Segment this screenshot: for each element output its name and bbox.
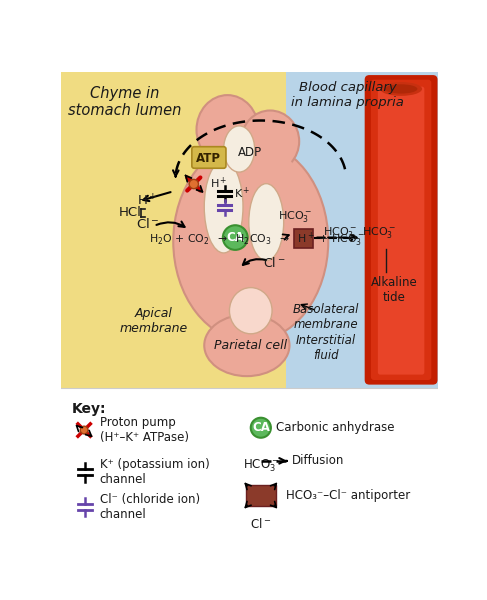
Text: CA: CA [226, 231, 244, 244]
Bar [61, 72, 438, 388]
Text: H$^+$: H$^+$ [137, 194, 158, 209]
Text: H$_2$O + CO$_2$  $\rightarrow$  H$_2$CO$_3$  $\rightarrow$  H$^+$ + HCO$_3^-$: H$_2$O + CO$_2$ $\rightarrow$ H$_2$CO$_3… [149, 231, 365, 249]
Text: ADP: ADP [238, 146, 262, 160]
Text: HCO$_3^-$: HCO$_3^-$ [361, 224, 396, 239]
Ellipse shape [173, 141, 328, 341]
Text: Parietal cell: Parietal cell [214, 339, 287, 352]
FancyBboxPatch shape [378, 86, 424, 374]
FancyBboxPatch shape [192, 146, 226, 168]
Text: Alkaline
tide: Alkaline tide [371, 276, 417, 304]
Text: Diffusion: Diffusion [292, 454, 344, 467]
Text: Interstitial
fluid: Interstitial fluid [296, 334, 356, 362]
Ellipse shape [385, 85, 417, 94]
Text: HCl: HCl [119, 206, 142, 220]
FancyBboxPatch shape [294, 229, 313, 248]
Ellipse shape [196, 141, 297, 218]
Bar [61, 388, 438, 534]
Text: HCO$_3^-$: HCO$_3^-$ [243, 457, 279, 474]
Text: H$^+$: H$^+$ [210, 176, 228, 191]
Ellipse shape [204, 161, 243, 253]
Text: Proton pump
(H⁺–K⁺ ATPase): Proton pump (H⁺–K⁺ ATPase) [100, 416, 188, 444]
Circle shape [189, 179, 198, 188]
Text: Carbonic anhydrase: Carbonic anhydrase [276, 421, 395, 434]
FancyBboxPatch shape [371, 80, 431, 380]
Ellipse shape [380, 82, 422, 96]
Text: K⁺ (potassium ion)
channel: K⁺ (potassium ion) channel [100, 458, 209, 487]
Text: Blood capillary
in lamina propria: Blood capillary in lamina propria [291, 81, 404, 109]
Text: Chyme in
stomach lumen: Chyme in stomach lumen [68, 86, 181, 118]
Ellipse shape [229, 287, 272, 334]
Ellipse shape [241, 110, 299, 172]
Circle shape [251, 418, 271, 438]
Ellipse shape [249, 184, 284, 260]
Text: Key:: Key: [72, 401, 106, 416]
Text: Basolateral
membrane: Basolateral membrane [293, 303, 359, 331]
Ellipse shape [224, 126, 255, 172]
Text: HCO₃⁻–Cl⁻ antiporter: HCO₃⁻–Cl⁻ antiporter [285, 489, 410, 502]
FancyBboxPatch shape [246, 485, 276, 506]
Text: Cl$^-$: Cl$^-$ [250, 517, 271, 531]
Ellipse shape [196, 95, 259, 164]
Text: HCO$_3^-$: HCO$_3^-$ [323, 224, 357, 239]
Text: K$^+$: K$^+$ [234, 186, 251, 202]
Text: Apical
membrane: Apical membrane [120, 307, 188, 335]
Text: CA: CA [252, 421, 270, 434]
Circle shape [80, 426, 88, 434]
Text: Cl$^-$: Cl$^-$ [263, 256, 285, 270]
FancyBboxPatch shape [365, 75, 437, 385]
Text: Cl⁻ (chloride ion)
channel: Cl⁻ (chloride ion) channel [100, 493, 200, 521]
Ellipse shape [204, 314, 289, 376]
Circle shape [223, 225, 248, 250]
Text: HCO$_3^-$: HCO$_3^-$ [278, 209, 312, 224]
Text: Cl$^-$: Cl$^-$ [136, 217, 159, 230]
Bar [285, 72, 438, 388]
Text: ATP: ATP [196, 152, 222, 165]
